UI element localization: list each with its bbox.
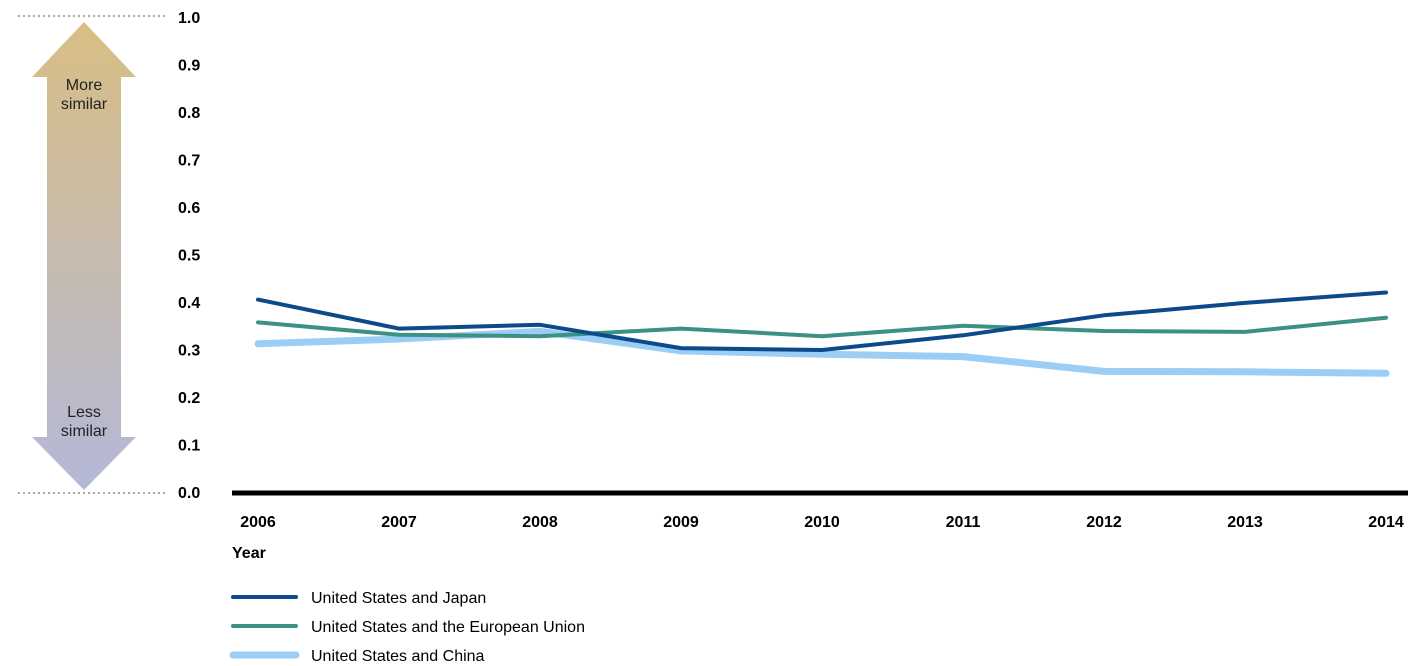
y-tick-label: 1.0	[178, 10, 200, 27]
series-lines	[254, 290, 1390, 377]
y-tick-label: 0.8	[178, 105, 200, 122]
series-line-1	[256, 290, 1388, 352]
arrow-top-label-line2: similar	[61, 96, 108, 113]
legend: United States and Japan United States and…	[229, 590, 585, 665]
y-tick-label: 0.6	[178, 200, 200, 217]
y-tick-label: 0.9	[178, 58, 200, 75]
legend-label: United States and the European Union	[311, 619, 585, 636]
x-tick-label: 2014	[1368, 514, 1404, 531]
y-tick-label: 0.1	[178, 438, 200, 455]
y-tick-label: 0.2	[178, 390, 200, 407]
y-tick-label: 0.0	[178, 485, 200, 502]
arrow-bottom-label-line1: Less	[67, 404, 101, 421]
x-axis-ticks: 2006 2007 2008 2009 2010 2011 2012 2013 2014	[240, 514, 1404, 531]
x-axis-label: Year	[232, 545, 266, 562]
x-tick-label: 2006	[240, 514, 276, 531]
x-tick-label: 2013	[1227, 514, 1263, 531]
series-line-2	[256, 315, 1388, 339]
x-tick-label: 2011	[946, 514, 981, 531]
x-tick-label: 2008	[522, 514, 558, 531]
similarity-arrow	[32, 22, 136, 490]
y-axis-ticks: 0.0 0.1 0.2 0.3 0.4 0.5 0.6 0.7 0.8 0.9 1.0	[178, 10, 200, 502]
x-tick-label: 2009	[663, 514, 699, 531]
legend-label: United States and Japan	[311, 590, 486, 607]
y-tick-label: 0.4	[178, 295, 200, 312]
arrow-top-label-line1: More	[66, 77, 103, 94]
y-tick-label: 0.3	[178, 343, 200, 360]
x-tick-label: 2012	[1086, 514, 1122, 531]
x-tick-label: 2007	[381, 514, 417, 531]
legend-label: United States and China	[311, 648, 485, 665]
x-tick-label: 2010	[804, 514, 840, 531]
y-tick-label: 0.7	[178, 153, 200, 170]
arrow-bottom-label-line2: similar	[61, 423, 108, 440]
y-tick-label: 0.5	[178, 248, 200, 265]
